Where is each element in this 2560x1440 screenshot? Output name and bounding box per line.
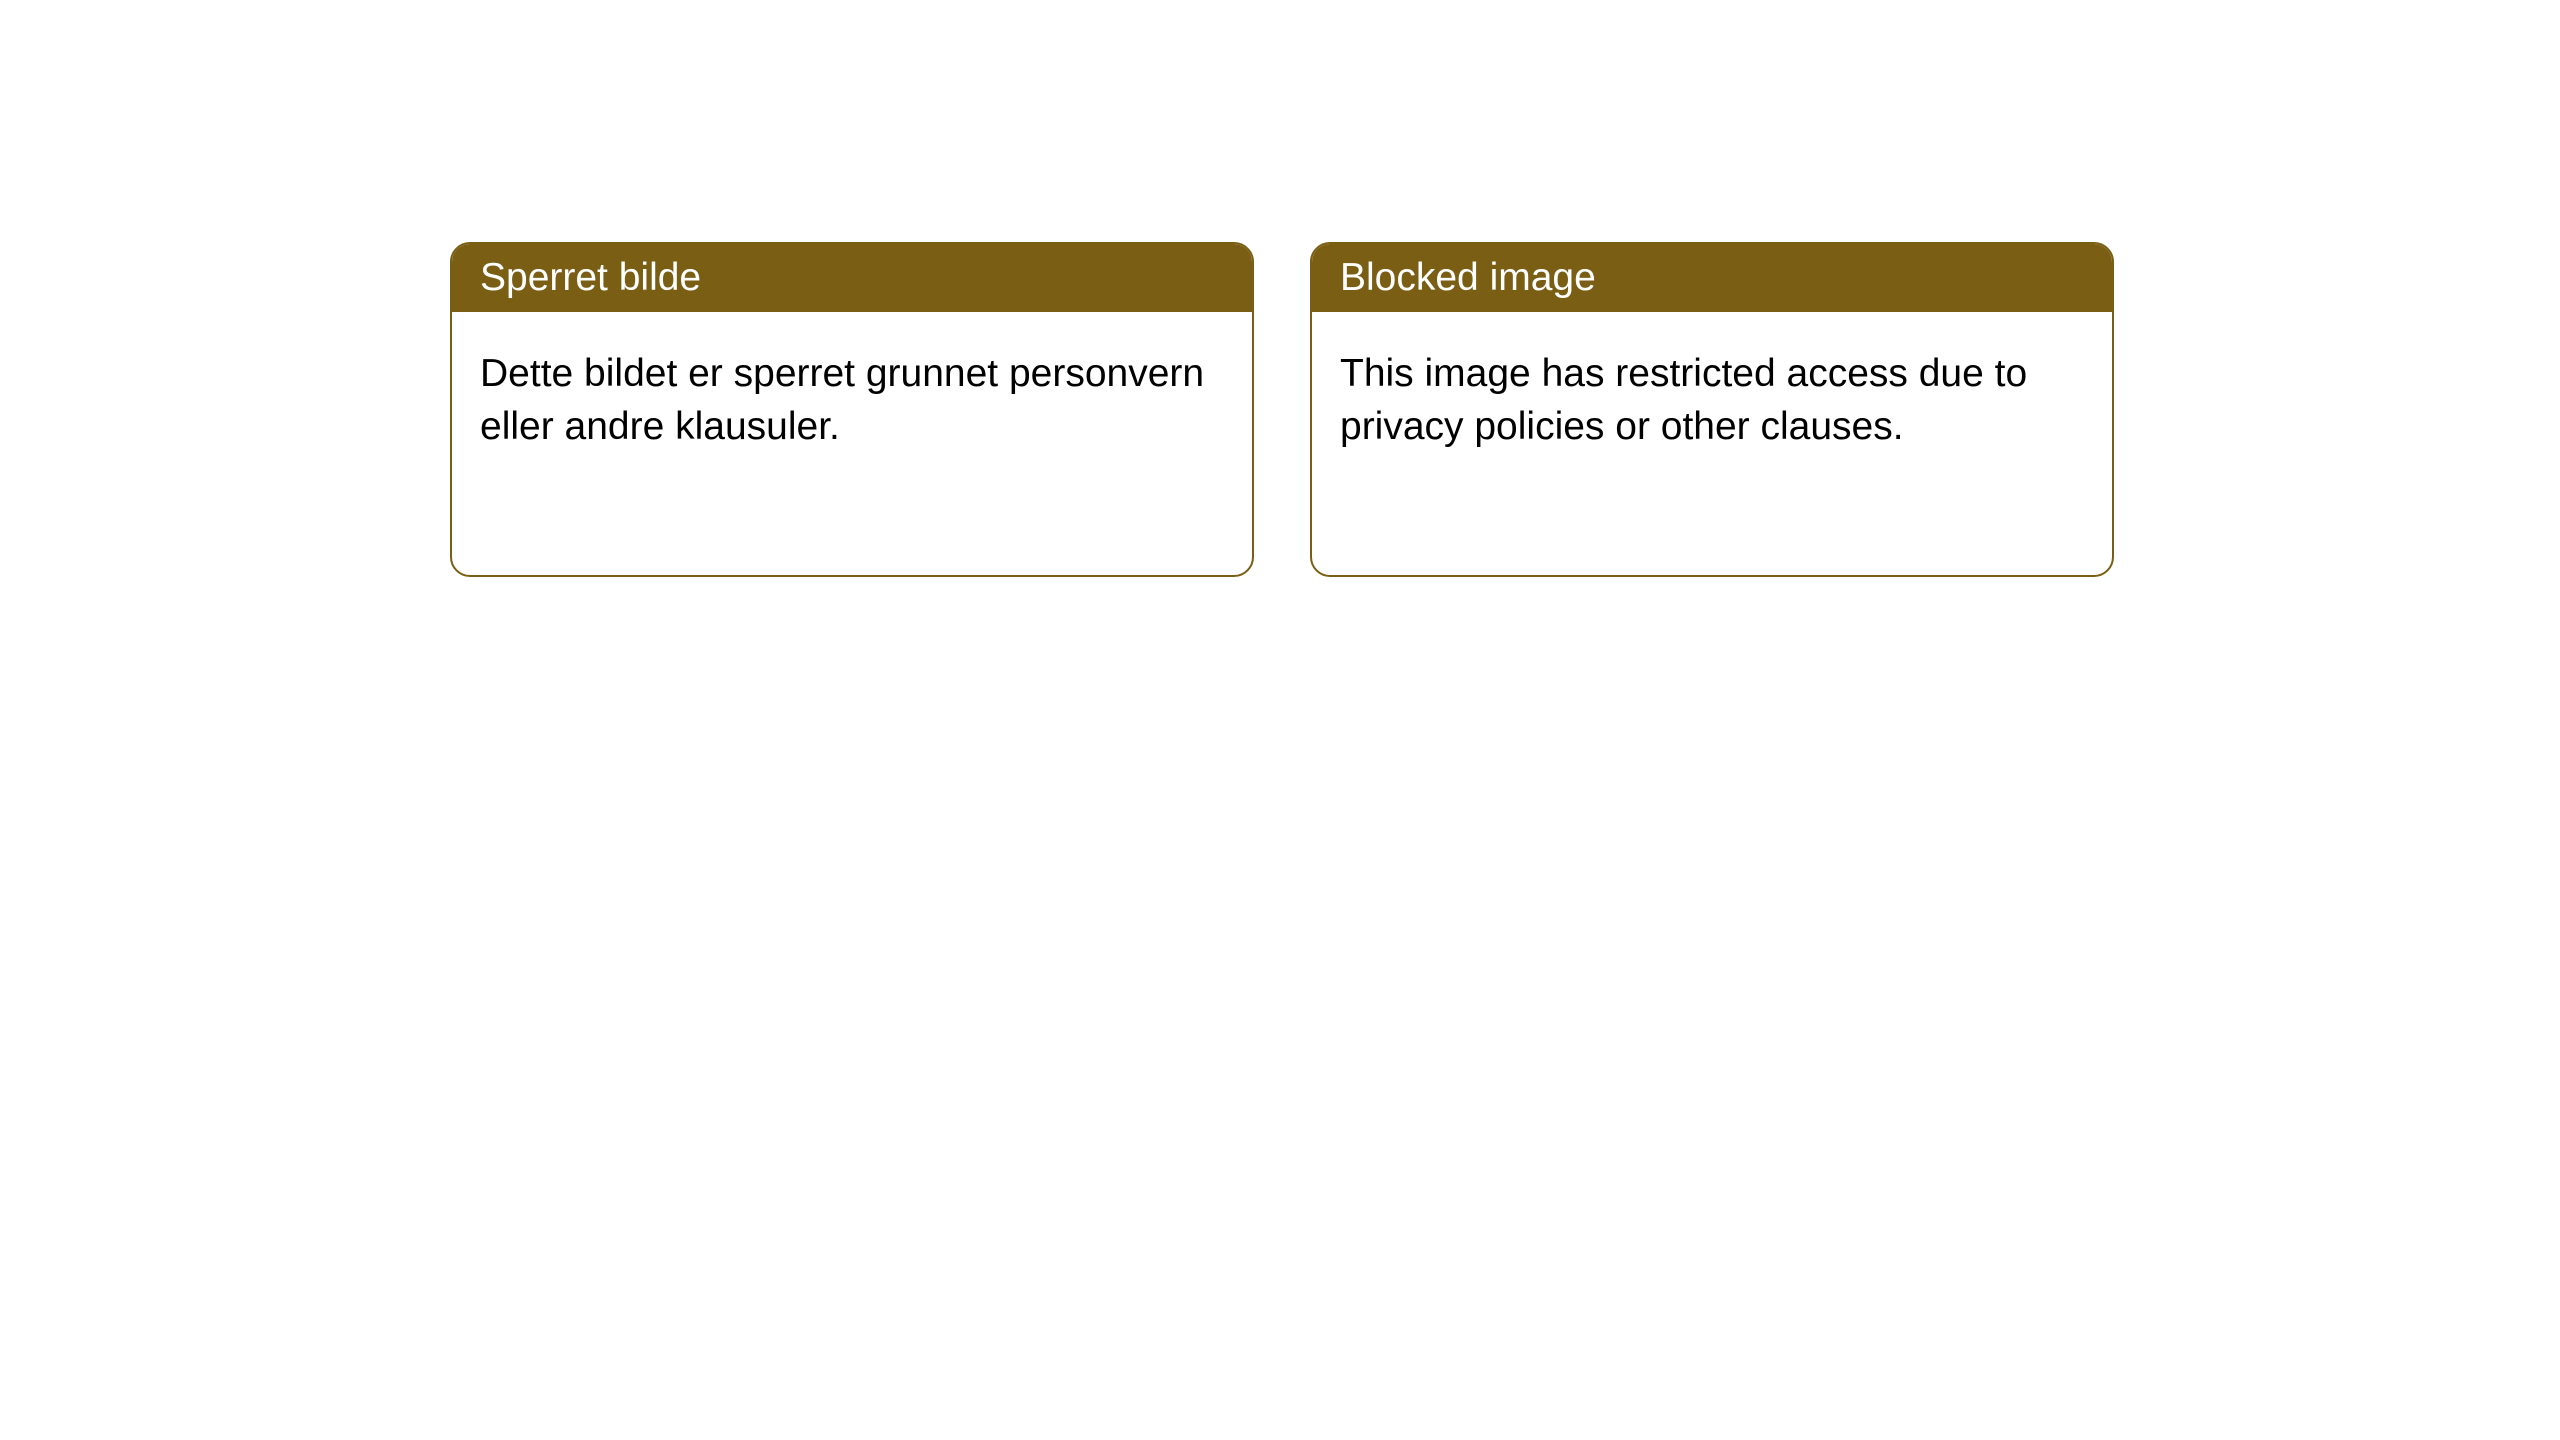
card-body: This image has restricted access due to … bbox=[1312, 312, 2112, 489]
card-title: Sperret bilde bbox=[480, 256, 701, 299]
card-body-text: Dette bildet er sperret grunnet personve… bbox=[480, 352, 1204, 448]
message-cards-container: Sperret bilde Dette bildet er sperret gr… bbox=[450, 242, 2114, 577]
message-card-english: Blocked image This image has restricted … bbox=[1310, 242, 2114, 577]
card-title: Blocked image bbox=[1340, 256, 1596, 299]
card-header: Sperret bilde bbox=[452, 244, 1252, 312]
card-header: Blocked image bbox=[1312, 244, 2112, 312]
message-card-norwegian: Sperret bilde Dette bildet er sperret gr… bbox=[450, 242, 1254, 577]
card-body: Dette bildet er sperret grunnet personve… bbox=[452, 312, 1252, 489]
card-body-text: This image has restricted access due to … bbox=[1340, 352, 2027, 448]
